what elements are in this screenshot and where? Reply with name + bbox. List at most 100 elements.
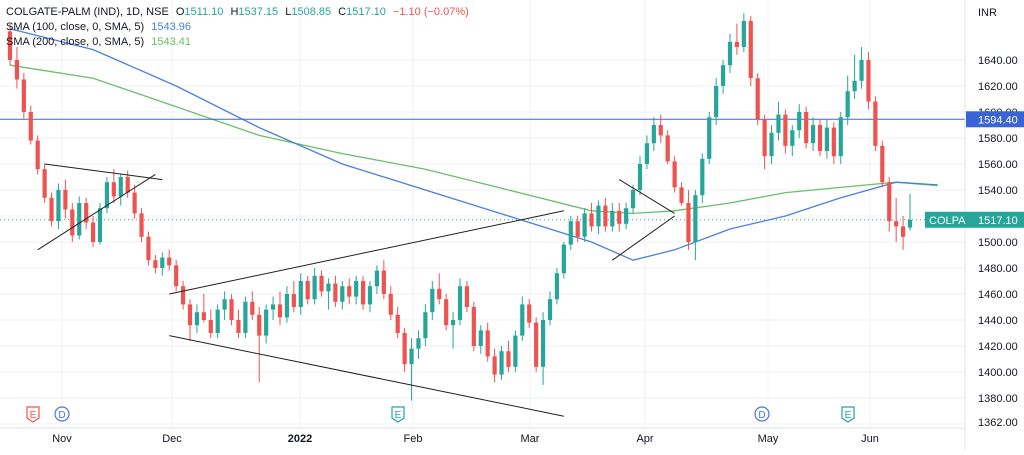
candle-body — [97, 208, 103, 242]
candle-body — [464, 286, 470, 307]
candle-body — [340, 286, 345, 302]
candle-body — [852, 80, 857, 92]
sma200-row[interactable]: SMA (200, close, 0, SMA, 5) 1543.41 — [6, 35, 469, 50]
candle-body — [637, 164, 643, 190]
sma100-row[interactable]: SMA (100, close, 0, SMA, 5) 1543.96 — [6, 20, 469, 35]
candle-body — [270, 304, 276, 310]
candle-body — [741, 21, 746, 47]
candle-body — [707, 117, 712, 159]
earnings-event-icon — [26, 406, 40, 423]
candle-body — [520, 304, 525, 336]
candle-body — [894, 221, 899, 227]
candle-body — [804, 112, 809, 144]
high-value: 1537.15 — [238, 6, 279, 18]
candle-body — [887, 182, 892, 222]
candle-body — [187, 304, 193, 326]
candle-body — [77, 203, 82, 236]
candle-body — [63, 190, 68, 210]
symbol-badge — [925, 211, 967, 228]
candle-body — [347, 286, 352, 297]
candle-body — [416, 338, 421, 349]
candle-body — [748, 21, 753, 79]
candle-body — [167, 257, 172, 266]
candle-body — [831, 127, 836, 157]
sma200-value: 1543.41 — [151, 36, 191, 48]
candle-body — [395, 314, 400, 333]
candle-body — [160, 257, 165, 268]
candle-body — [630, 190, 636, 209]
candle-body — [610, 210, 615, 227]
candle-body — [727, 41, 733, 66]
sma100-label[interactable]: SMA (100, close, 0, SMA, 5) — [6, 21, 145, 33]
trend-line — [618, 179, 675, 214]
candle-body — [354, 281, 359, 297]
candle-body — [194, 312, 200, 326]
candle-body — [146, 236, 151, 261]
candle-body — [907, 219, 913, 228]
last-price-badge — [966, 211, 1024, 228]
candle-body — [554, 273, 560, 300]
time-tick-label: 2022 — [288, 433, 312, 445]
time-tick-label: Mar — [521, 433, 540, 445]
change-value: −1.10 (−0.07%) — [392, 6, 469, 18]
candle-body — [651, 125, 656, 144]
candle-body — [845, 91, 850, 118]
candle-body — [42, 169, 47, 198]
symbol-title[interactable]: COLGATE-PALM (IND), 1D, NSE — [6, 6, 169, 18]
candle-body — [367, 286, 373, 305]
trend-line — [612, 215, 675, 261]
time-tick-label: May — [758, 433, 779, 445]
symbol-row[interactable]: COLGATE-PALM (IND), 1D, NSE O1511.10 H15… — [6, 5, 469, 20]
candle-body — [658, 125, 663, 136]
candle-body — [762, 119, 767, 157]
candle-body — [790, 130, 795, 146]
candle-body — [153, 260, 158, 268]
candle-body — [402, 333, 407, 365]
candle-body — [174, 265, 179, 287]
price-tick-label: 1440.00 — [978, 315, 1018, 327]
candle-body — [291, 294, 296, 307]
price-tick-label: 1620.00 — [978, 81, 1018, 93]
candle-body — [665, 135, 670, 162]
sma200-label[interactable]: SMA (200, close, 0, SMA, 5) — [6, 36, 145, 48]
candle-body — [734, 41, 740, 47]
trend-line — [44, 163, 163, 181]
candle-body — [589, 213, 594, 227]
candle-body — [457, 286, 463, 320]
price-tick-label: 1420.00 — [978, 341, 1018, 353]
currency-label: INR — [978, 7, 997, 19]
candle-body — [540, 320, 546, 367]
candle-body — [624, 208, 629, 224]
candle-body — [49, 197, 54, 222]
time-tick-label: Nov — [52, 433, 72, 445]
candle-body — [132, 192, 137, 214]
candle-body — [381, 270, 386, 294]
candle-body — [139, 213, 144, 237]
candle-body — [208, 320, 213, 333]
candle-body — [84, 203, 89, 223]
candle-body — [319, 275, 324, 292]
open-value: 1511.10 — [184, 6, 224, 18]
candle-body — [783, 114, 788, 146]
chart-legend: COLGATE-PALM (IND), 1D, NSE O1511.10 H15… — [6, 5, 469, 50]
candle-body — [714, 86, 719, 118]
candle-body — [506, 351, 511, 367]
candle-body — [617, 210, 622, 224]
candle-body — [264, 309, 269, 336]
event-glyph: E — [845, 410, 852, 421]
candle-body — [243, 301, 248, 333]
low-label: L — [285, 6, 292, 18]
candle-body — [215, 309, 220, 333]
event-glyph: E — [30, 410, 37, 421]
candle-body — [547, 299, 553, 320]
candle-body — [70, 209, 75, 236]
symbol-badge-text: COLPAL — [929, 215, 972, 227]
candle-body — [534, 322, 539, 367]
candle-body — [700, 158, 705, 196]
last-price-text: 1517.10 — [978, 215, 1018, 227]
candle-body — [499, 351, 504, 375]
candle-body — [900, 226, 906, 237]
candle-body — [513, 335, 518, 367]
